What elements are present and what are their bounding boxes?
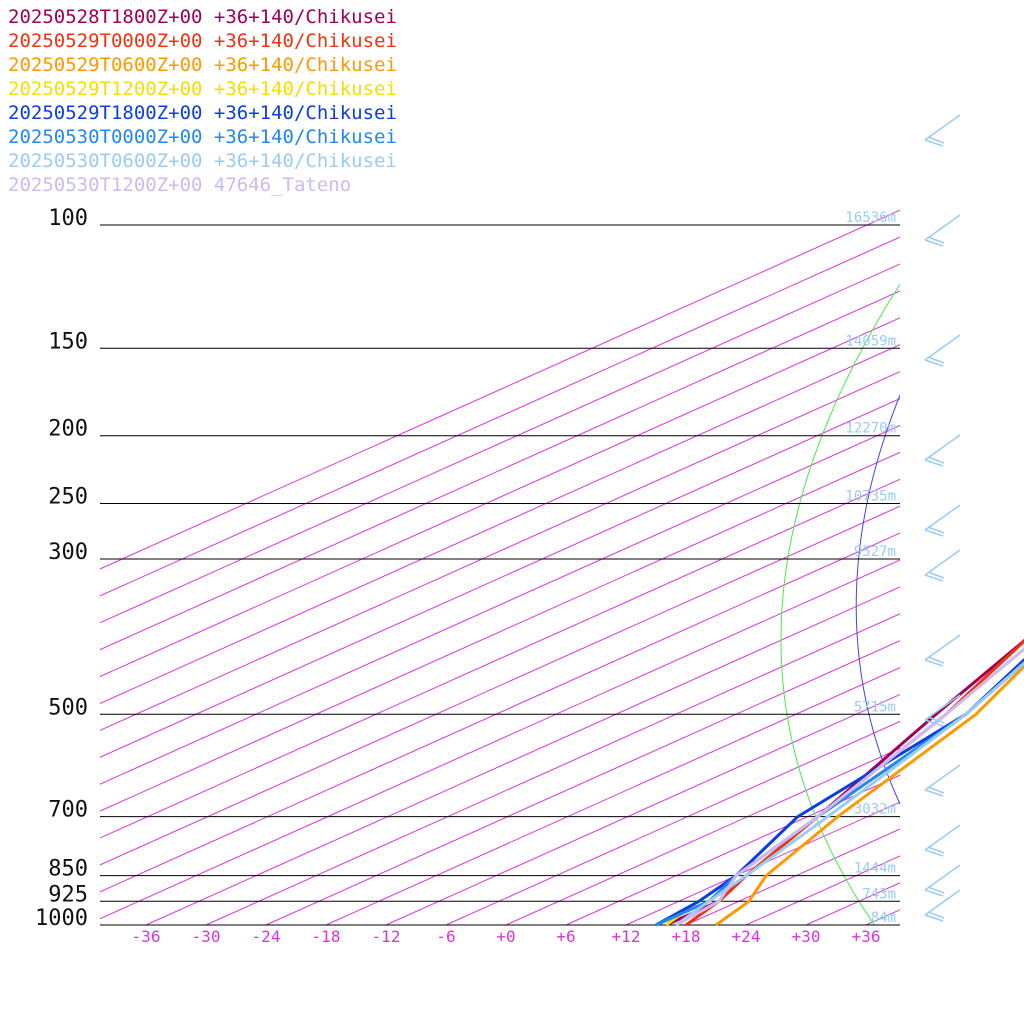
legend-entry: 20250530T0000Z+00 +36+140/Chikusei xyxy=(8,126,397,148)
x-tick-label: -18 xyxy=(312,927,341,946)
height-label: 14059m xyxy=(845,333,896,349)
isotherm-line xyxy=(100,478,900,839)
isotherm-line xyxy=(445,720,900,925)
wind-barb xyxy=(924,634,961,667)
isotherm-line xyxy=(805,882,900,925)
profile-line xyxy=(675,647,1024,927)
x-tick-label: +30 xyxy=(792,927,821,946)
legend: 20250528T1800Z+00 +36+140/Chikusei 202505… xyxy=(8,5,397,197)
x-tick-label: -36 xyxy=(132,927,161,946)
isotherm-line xyxy=(100,451,900,812)
legend-entry: 20250529T0600Z+00 +36+140/Chikusei xyxy=(8,54,397,76)
wind-barb xyxy=(924,114,961,147)
x-tick-label: +18 xyxy=(672,927,701,946)
pressure-label: 250 xyxy=(48,485,88,510)
wind-barb xyxy=(924,889,961,922)
height-label: 10735m xyxy=(845,489,896,505)
x-tick-label: +0 xyxy=(496,927,515,946)
isotherm-line xyxy=(986,0,1024,925)
height-label: 743m xyxy=(862,886,896,902)
legend-entry: 20250528T1800Z+00 +36+140/Chikusei xyxy=(8,6,397,28)
isotherm-line xyxy=(385,693,900,925)
isotherm-line xyxy=(100,209,900,570)
height-label: 12270m xyxy=(845,421,896,437)
isotherm-line xyxy=(100,505,900,866)
legend-entry: 20250529T1800Z+00 +36+140/Chikusei xyxy=(8,102,397,124)
isotherm-line xyxy=(100,290,900,651)
wind-barb xyxy=(924,824,961,857)
isotherm-line xyxy=(865,909,900,925)
wind-barb xyxy=(924,334,961,367)
isotherm-line xyxy=(100,263,900,624)
isotherm-line xyxy=(100,424,900,785)
wind-barb xyxy=(924,864,961,897)
x-tick-label: +24 xyxy=(732,927,761,946)
pressure-label: 925 xyxy=(48,882,88,907)
isotherm-line xyxy=(745,855,900,925)
pressure-label: 1000 xyxy=(35,906,88,931)
dry-adiabat xyxy=(780,283,900,925)
x-tick-label: -12 xyxy=(372,927,401,946)
pressure-label: 100 xyxy=(48,206,88,231)
isotherm-line xyxy=(205,613,900,925)
height-label: 1444m xyxy=(854,861,896,877)
wind-barb xyxy=(924,764,961,797)
pressure-label: 150 xyxy=(48,329,88,354)
profiles-layer xyxy=(655,638,1024,927)
legend-entry: 20250530T1200Z+00 47646_Tateno xyxy=(8,174,352,196)
isotherm-line xyxy=(325,667,900,925)
wind-barbs xyxy=(924,114,961,922)
isotherm-line xyxy=(625,801,900,925)
profile-line xyxy=(655,657,1024,927)
wind-barb xyxy=(924,504,961,537)
height-label: 5715m xyxy=(854,699,896,715)
grid-layer xyxy=(100,0,1024,940)
isotherm-line xyxy=(505,747,900,925)
profile-line xyxy=(685,639,1024,927)
legend-entry: 20250530T0600Z+00 +36+140/Chikusei xyxy=(8,150,397,172)
dry-adiabat xyxy=(1000,0,1024,940)
x-tick-label: -30 xyxy=(192,927,221,946)
isotherm-line xyxy=(100,317,900,678)
isotherm-line xyxy=(265,640,900,925)
isotherm-line xyxy=(100,397,900,758)
pressure-label: 850 xyxy=(48,857,88,882)
isotherm-line xyxy=(100,371,900,731)
height-label: 16536m xyxy=(845,210,896,226)
legend-entry: 20250529T1200Z+00 +36+140/Chikusei xyxy=(8,78,397,100)
profile-line xyxy=(715,664,1024,927)
profile-line xyxy=(675,661,1024,927)
x-tick-label: -24 xyxy=(252,927,281,946)
height-label: 84m xyxy=(871,910,896,926)
isotherm-line xyxy=(100,532,900,893)
height-label: 3032m xyxy=(854,802,896,818)
pressure-label: 700 xyxy=(48,798,88,823)
isotherm-line xyxy=(145,586,900,925)
wind-barb xyxy=(924,434,961,467)
x-tick-label: -6 xyxy=(436,927,455,946)
x-tick-label: +12 xyxy=(612,927,641,946)
dry-adiabat xyxy=(929,0,1024,940)
wind-barb xyxy=(924,549,961,582)
pressure-label: 500 xyxy=(48,695,88,720)
height-label: 9527m xyxy=(854,544,896,560)
x-tick-label: +6 xyxy=(556,927,575,946)
wind-barb xyxy=(924,694,961,727)
isotherm-line xyxy=(100,236,900,597)
wind-barb xyxy=(924,214,961,247)
isotherm-line xyxy=(100,344,900,705)
isotherm-line xyxy=(100,559,900,920)
pressure-label: 300 xyxy=(48,540,88,565)
x-tick-label: +36 xyxy=(852,927,881,946)
legend-entry: 20250529T0000Z+00 +36+140/Chikusei xyxy=(8,30,397,52)
pressure-label: 200 xyxy=(48,417,88,442)
profile-line xyxy=(655,661,1024,927)
